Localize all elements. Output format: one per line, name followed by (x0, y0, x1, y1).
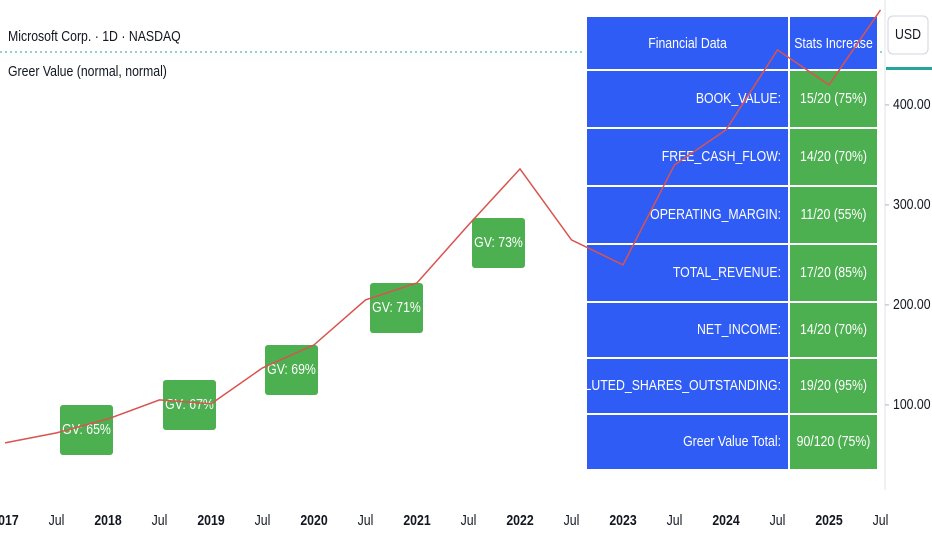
x-tick-label: Jul (770, 512, 786, 528)
x-tick-label: Jul (564, 512, 580, 528)
y-tick-label: 100.00 (893, 396, 931, 412)
row-value: 90/120 (75%) (797, 433, 871, 449)
table-cell (585, 413, 790, 471)
price-marker (886, 67, 932, 70)
gv-badge (60, 405, 113, 455)
table-cell (585, 15, 790, 71)
row-value: 14/20 (70%) (800, 321, 867, 337)
x-tick-label: 2019 (197, 512, 225, 528)
row-value: 17/20 (85%) (800, 264, 867, 280)
table-header: Stats Increase (794, 35, 873, 51)
table-cell (585, 357, 790, 415)
row-label: TOTAL_REVENUE: (673, 264, 781, 280)
row-value: 15/20 (75%) (800, 90, 867, 106)
y-tick-label: 300.00 (893, 196, 931, 212)
gv-badge (265, 345, 318, 395)
x-tick-label: Jul (461, 512, 477, 528)
gv-badge-label: GV: 71% (372, 299, 421, 315)
gv-badge-label: GV: 69% (267, 361, 316, 377)
table-cell (788, 127, 879, 187)
symbol: Microsoft Corp. · 1D · NASDAQ (8, 28, 181, 44)
price-series (4, 9, 882, 444)
x-tick-label: 2025 (815, 512, 843, 528)
currency[interactable]: USD (895, 26, 921, 42)
row-label: NET_INCOME: (697, 321, 781, 337)
table-cell (788, 413, 879, 471)
gv-badge-label: GV: 65% (62, 421, 111, 437)
gv-badge-label: GV: 67% (165, 396, 214, 412)
indicator: Greer Value (normal, normal) (8, 63, 167, 79)
y-tick-label: 400.00 (893, 96, 931, 112)
row-label: DILUTED_SHARES_OUTSTANDING: (572, 377, 781, 393)
row-value: 11/20 (55%) (800, 206, 866, 222)
x-tick-label: Jul (873, 512, 889, 528)
gv-badge (370, 283, 423, 333)
gv-badge-label: GV: 73% (474, 234, 523, 250)
currency-button[interactable] (887, 15, 929, 55)
row-label: FREE_CASH_FLOW: (662, 148, 781, 164)
table-header: Financial Data (648, 35, 727, 51)
gv-badge (163, 380, 216, 430)
x-tick-label: 2017 (0, 512, 19, 528)
row-value: 19/20 (95%) (800, 377, 867, 393)
x-tick-label: Jul (152, 512, 168, 528)
x-tick-label: Jul (358, 512, 374, 528)
x-tick-label: Jul (255, 512, 271, 528)
row-label: OPERATING_MARGIN: (650, 206, 781, 222)
x-tick-label: 2018 (94, 512, 122, 528)
y-tick-label: 200.00 (893, 296, 931, 312)
gv-badge (472, 218, 525, 268)
x-tick-label: 2024 (712, 512, 740, 528)
x-tick-label: 2020 (300, 512, 328, 528)
x-tick-label: Jul (667, 512, 683, 528)
row-label: Greer Value Total: (683, 433, 781, 449)
table-cell (788, 243, 879, 303)
table-cell (788, 357, 879, 415)
x-tick-label: 2022 (506, 512, 534, 528)
row-value: 14/20 (70%) (800, 148, 867, 164)
x-tick-label: 2023 (609, 512, 637, 528)
x-tick-label: Jul (49, 512, 65, 528)
table-cell (788, 69, 879, 129)
row-label: BOOK_VALUE: (696, 90, 781, 106)
x-tick-label: 2021 (403, 512, 431, 528)
